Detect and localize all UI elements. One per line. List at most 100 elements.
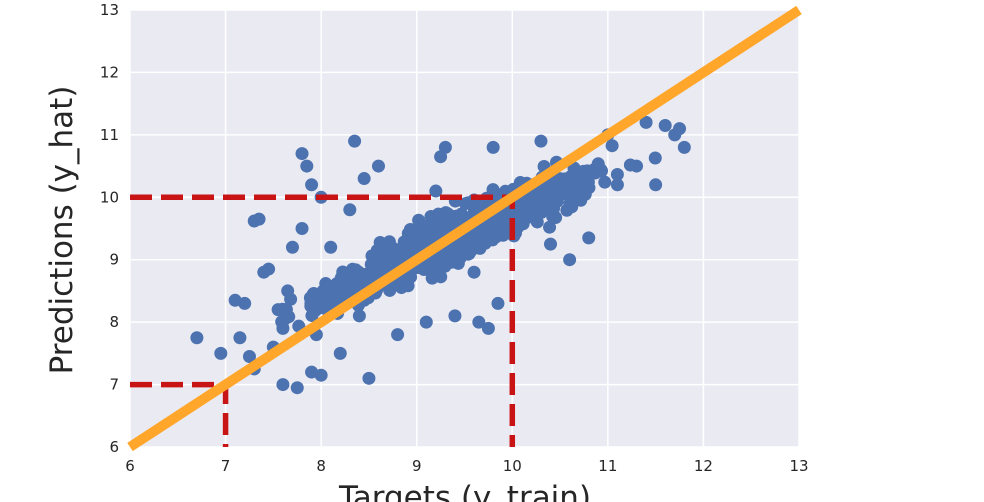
scatter-point	[544, 237, 558, 251]
scatter-point	[462, 246, 476, 260]
scatter-point	[252, 212, 266, 226]
scatter-point	[630, 159, 644, 173]
x-tick-labels: 6 7 8 9 10 11 12 13	[125, 457, 808, 475]
scatter-point	[322, 291, 336, 305]
scatter-point	[486, 140, 500, 154]
scatter-point	[290, 381, 304, 395]
scatter-point	[337, 289, 351, 303]
y-tick-label: 6	[109, 438, 119, 456]
scatter-point	[523, 191, 537, 205]
scatter-point	[381, 253, 395, 267]
scatter-point	[400, 278, 414, 292]
scatter-point	[472, 315, 486, 329]
x-tick-label: 12	[694, 457, 713, 475]
scatter-point	[648, 151, 662, 165]
scatter-point	[429, 184, 443, 198]
scatter-point	[458, 197, 472, 211]
fit-line-group	[127, 5, 802, 452]
scatter-point	[371, 159, 385, 173]
x-tick-label: 11	[598, 457, 617, 475]
scatter-point	[591, 159, 605, 173]
scatter-point	[238, 296, 252, 310]
scatter-point	[295, 147, 309, 161]
scatter-point	[352, 309, 366, 323]
scatter-point	[324, 240, 338, 254]
scatter-point	[242, 349, 256, 363]
scatter-point	[343, 203, 357, 217]
scatter-point	[409, 236, 423, 250]
scatter-point	[419, 315, 433, 329]
scatter-point	[515, 215, 529, 229]
scatter-point	[276, 378, 290, 392]
scatter-point	[333, 346, 347, 360]
fit-line	[127, 5, 802, 452]
scatter-point	[514, 201, 528, 215]
y-tick-label: 7	[109, 376, 119, 394]
scatter-point	[403, 222, 417, 236]
scatter-point	[490, 213, 504, 227]
scatter-point	[658, 118, 672, 132]
x-tick-label: 9	[412, 457, 422, 475]
scatter-point	[610, 168, 624, 182]
scatter-point	[534, 134, 548, 148]
scatter-point	[543, 195, 557, 209]
scatter-point	[383, 283, 397, 297]
x-tick-label: 8	[316, 457, 326, 475]
scatter-point	[300, 159, 314, 173]
scatter-point	[357, 172, 371, 186]
scatter-point	[598, 175, 612, 189]
scatter-point	[295, 222, 309, 235]
scatter-point	[553, 184, 567, 198]
scatter-point	[478, 229, 492, 243]
scatter-point	[610, 178, 624, 192]
scatter-point	[412, 213, 426, 227]
y-tick-label: 10	[100, 188, 119, 206]
scatter-point	[564, 192, 578, 206]
scatter-point	[233, 331, 247, 345]
y-tick-label: 11	[100, 126, 119, 144]
scatter-point	[276, 321, 290, 335]
scatter-point	[467, 265, 481, 279]
scatter-point	[563, 253, 577, 267]
grid-lines	[129, 9, 800, 448]
x-tick-label: 7	[221, 457, 231, 475]
scatter-point	[365, 249, 379, 263]
x-tick-label: 10	[503, 457, 522, 475]
x-tick-label: 6	[125, 457, 135, 475]
scatter-point	[262, 262, 276, 276]
y-tick-label: 8	[109, 313, 119, 331]
scatter-point	[285, 240, 299, 254]
y-tick-label: 13	[100, 1, 119, 19]
scatter-point	[582, 231, 596, 245]
scatter-point	[558, 172, 572, 186]
scatter-point	[605, 139, 619, 153]
x-tick-label: 13	[789, 457, 808, 475]
scatter-point	[314, 368, 328, 382]
scatter-point	[448, 309, 462, 323]
scatter-point	[543, 220, 557, 234]
scatter-point	[305, 309, 319, 323]
scatter-point	[649, 178, 663, 192]
scatter-point	[305, 178, 319, 192]
scatter-point	[425, 271, 439, 285]
y-tick-label: 9	[109, 251, 119, 269]
scatter-point	[639, 115, 653, 129]
scatter-point	[423, 256, 437, 270]
y-axis-label: Predictions (y_hat)	[44, 86, 80, 375]
scatter-point	[271, 303, 285, 317]
scatter-point	[472, 197, 486, 211]
scatter-point	[214, 346, 228, 360]
scatter-point	[312, 298, 326, 312]
scatter-point	[491, 296, 505, 310]
scatter-point	[438, 140, 452, 154]
scatter-point	[391, 328, 405, 342]
scatter-point	[673, 122, 687, 136]
y-tick-labels: 6 7 8 9 10 11 12 13	[100, 1, 119, 456]
scatter-point	[190, 331, 204, 345]
scatter-point	[582, 181, 596, 195]
scatter-point	[423, 218, 437, 232]
scatter-point	[303, 291, 317, 305]
scatter-point	[348, 134, 362, 148]
scatter-point	[677, 140, 691, 154]
